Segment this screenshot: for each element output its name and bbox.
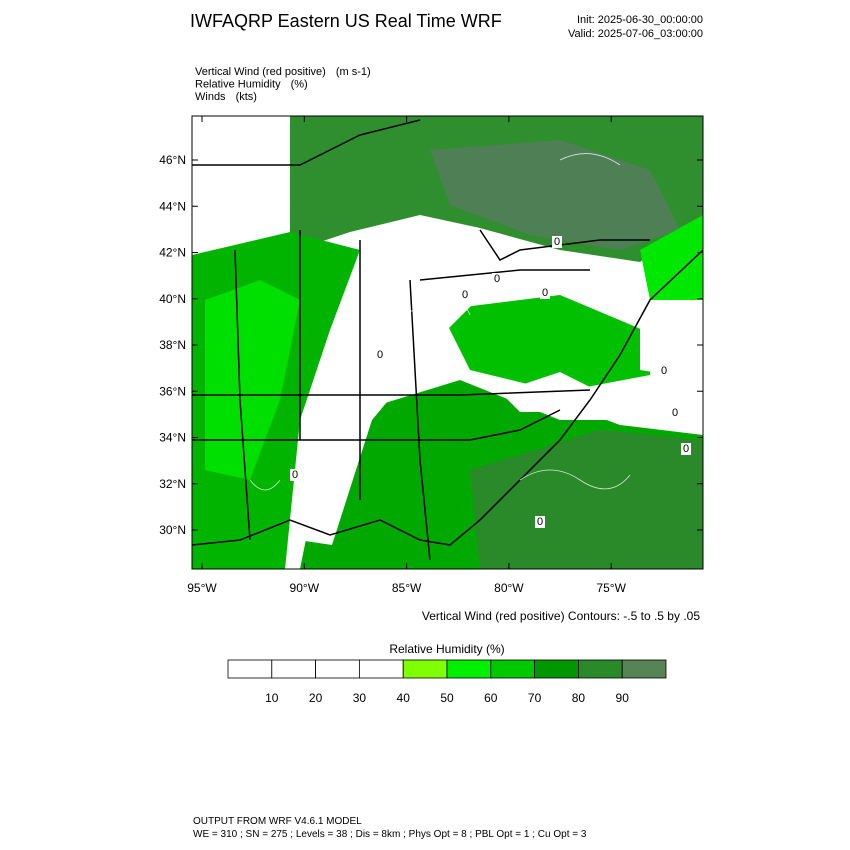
contour-label: 0 [683,443,689,455]
contour-label: 0 [672,407,678,419]
colorbar-label: 90 [616,691,630,705]
lon-label: 90°W [290,581,320,595]
field-name: Relative Humidity [195,79,281,91]
borders [192,119,703,561]
lat-label: 46°N [159,153,186,167]
border [479,229,650,261]
colorbar-label: 80 [572,691,586,705]
field-unit: (m s-1) [336,66,371,78]
colorbar-box [358,659,404,679]
lat-label: 36°N [159,384,186,398]
lat-label: 38°N [159,338,186,352]
border [234,249,251,541]
colorbar-label: 70 [528,691,542,705]
field-name: Winds [195,91,226,103]
colorbar-label: 40 [397,691,411,705]
lon-label: 80°W [494,581,524,595]
field-name: Vertical Wind (red positive) [195,66,326,78]
humid-region [430,140,680,250]
lat-label: 44°N [159,199,186,213]
dry-band [640,300,703,380]
contour-label-box [552,236,562,248]
colorbar-box [578,659,623,679]
colorbar-box [621,659,667,679]
border [192,409,561,441]
colorbar-box [271,659,316,679]
contour-label-box [460,289,470,301]
contour-label: 0 [377,349,383,361]
humid-region [205,280,300,480]
colorbar-label: 30 [353,691,367,705]
footer-line: WE = 310 ; SN = 275 ; Levels = 38 ; Dis … [193,829,587,840]
humid-region [470,430,703,569]
contour-label-box [659,365,669,377]
contour-label: 0 [292,469,298,481]
colorbar-label: 20 [309,691,323,705]
colorbar-box [227,659,273,679]
init-time: Init: 2025-06-30_00:00:00 [577,14,703,26]
lat-label: 32°N [159,477,186,491]
map-frame [191,115,704,570]
border [419,269,590,281]
footer-line: OUTPUT FROM WRF V4.6.1 MODEL [193,816,362,827]
vertical-wind-contours [209,153,631,491]
contour-label-box [670,407,680,419]
contour-label: 0 [542,287,548,299]
colorbar-label: 10 [265,691,279,705]
humid-region [640,215,703,300]
contour-label-box [681,443,691,455]
dry-band [580,390,703,435]
contour-label-box [535,516,545,528]
contour-label: 0 [554,236,560,248]
contour-label-box [540,287,550,299]
lon-label: 95°W [187,581,217,595]
map-field: 0 0 0 0 0 0 0 0 0 0 [192,116,703,569]
lat-label: 30°N [159,523,186,537]
contour-label-box [375,349,385,361]
lat-label: 34°N [159,431,186,445]
title: IWFAQRP Eastern US Real Time WRF [190,11,502,31]
lon-label: 75°W [596,581,626,595]
dry-band [298,236,522,545]
lat-label: 42°N [159,246,186,260]
humid-region [440,295,655,392]
border [409,279,431,561]
contour-label: 0 [661,365,667,377]
colorbar-label: 50 [440,691,454,705]
coastline [192,249,703,546]
colorbar-title: Relative Humidity (%) [389,642,504,656]
colorbar-box [315,659,360,679]
contour-label: 0 [494,273,500,285]
field-unit: (kts) [236,91,257,103]
valid-time: Valid: 2025-07-06_03:00:00 [568,28,703,40]
border [192,389,591,396]
contour-note: Vertical Wind (red positive) Contours: -… [422,609,700,623]
lon-label: 85°W [392,581,422,595]
colorbar-label: 60 [484,691,498,705]
colorbar-box [490,659,535,679]
contour-label: 0 [462,289,468,301]
contour-label: 0 [537,516,543,528]
border [192,119,421,166]
field-unit: (%) [291,79,308,91]
contour-label-box [290,469,300,481]
colorbar-box [446,659,492,679]
lat-label: 40°N [159,292,186,306]
colorbar-box [402,659,448,679]
colorbar-box [534,659,579,679]
contour-label-box [492,273,502,285]
